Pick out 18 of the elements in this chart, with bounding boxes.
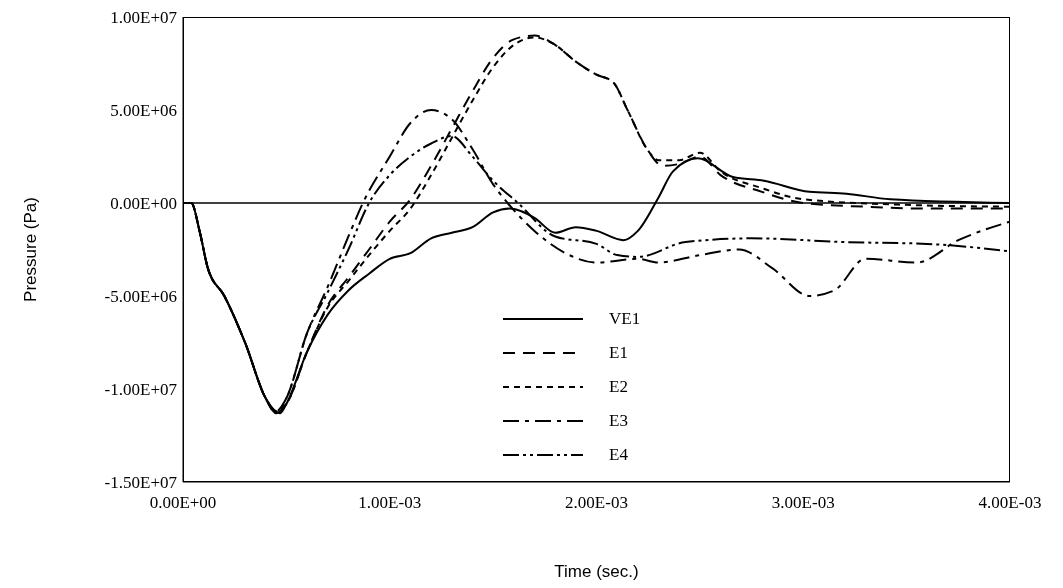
legend-label: E2 (609, 377, 628, 397)
x-tick-label: 0.00E+00 (149, 493, 217, 513)
legend-label: E1 (609, 343, 628, 363)
y-tick-label: -1.50E+07 (104, 473, 178, 493)
legend-label: E4 (609, 445, 628, 465)
x-tick-label: 4.00E-03 (978, 493, 1042, 513)
legend-label: VE1 (609, 309, 641, 329)
y-tick-label: 0.00E+00 (110, 194, 177, 214)
y-axis-title: Pressure (Pa) (21, 197, 41, 302)
x-tick-label: 1.00E-03 (358, 493, 422, 513)
y-tick-label: -1.00E+07 (104, 380, 178, 400)
x-axis-title: Time (sec.) (554, 562, 639, 581)
y-tick-label: 1.00E+07 (110, 8, 178, 28)
y-tick-label: 5.00E+06 (110, 101, 177, 121)
x-tick-label: 2.00E-03 (565, 493, 628, 513)
x-tick-label: 3.00E-03 (771, 493, 835, 513)
y-tick-label: -5.00E+06 (104, 287, 177, 307)
legend-label: E3 (609, 411, 628, 431)
